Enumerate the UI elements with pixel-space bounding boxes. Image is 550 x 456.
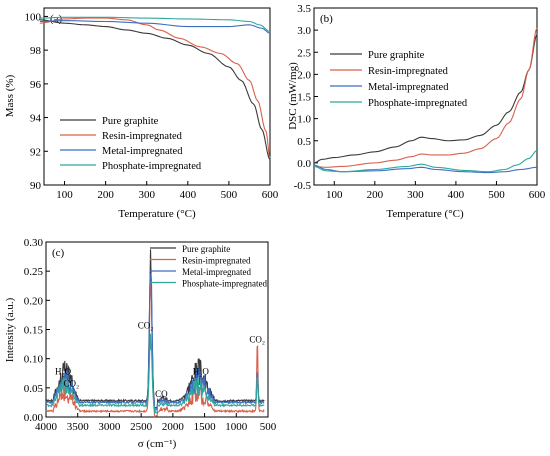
chart-0-xtick-label: 500	[221, 189, 238, 201]
chart-2-annotation-5: CO₂	[249, 334, 265, 344]
chart-2-annotation-2: CO₂	[138, 320, 154, 330]
chart-0-series-line-0	[39, 19, 271, 160]
chart-0-xtick-label: 200	[97, 189, 114, 201]
chart-1-ytick-label: 0.0	[297, 158, 311, 170]
chart-0-legend-label-1: Resin-impregnated	[102, 131, 183, 142]
chart-2-xtick-label: 2500	[130, 421, 153, 433]
chart-0-xtick-label: 100	[56, 189, 73, 201]
chart-2-series-line-3	[45, 333, 265, 414]
chart-1-xtick-label: 300	[407, 189, 424, 201]
chart-2-series-line-1	[45, 283, 265, 418]
chart-1-ytick-label: -0.5	[294, 180, 312, 192]
panel-c-ylabel: Intensity (a.u.)	[4, 297, 16, 362]
panel-b-frame	[313, 7, 538, 186]
chart-1-ytick-label: 1.5	[297, 92, 311, 104]
chart-0-xtick-label: 600	[262, 189, 279, 201]
panel-c-xlabel: σ (cm⁻¹)	[138, 438, 177, 450]
chart-2-ytick-label: 0.15	[24, 325, 44, 337]
chart-2-legend-label-1: Resin-impregnated	[182, 256, 251, 266]
chart-1-legend-label-2: Metal-impregnated	[368, 82, 449, 93]
chart-1-xtick-label: 500	[488, 189, 505, 201]
chart-1-ytick-label: 3.0	[297, 25, 311, 37]
chart-1-ytick-label: 2.0	[297, 69, 311, 81]
chart-2-ytick-label: 0.25	[24, 266, 44, 278]
chart-2-xtick-label: 3500	[67, 421, 90, 433]
chart-2-xtick-label: 1000	[225, 421, 248, 433]
chart-2-xtick-label: 2000	[162, 421, 185, 433]
panel-b-xlabel: Temperature (°C)	[386, 208, 464, 220]
chart-0-series-line-3	[39, 16, 271, 33]
chart-2-ytick-label: 0.20	[24, 295, 44, 307]
chart-2-ytick-label: 0.30	[24, 237, 44, 249]
chart-0-ytick-label: 94	[30, 113, 42, 125]
chart-2-legend-label-2: Metal-impregnated	[182, 267, 251, 277]
panel-b: (b) 100 200 300 400 500 600 -0.5 0.0 0.5 1.0 1.5 2.…	[287, 3, 546, 220]
chart-2-annotation-1: CO₂	[64, 379, 80, 389]
chart-2-annotation-4: H₂O	[193, 366, 210, 376]
chart-1-xtick-label: 400	[448, 189, 465, 201]
chart-1-series-line-0	[313, 34, 538, 164]
chart-0-ytick-label: 98	[30, 45, 42, 57]
chart-2-xtick-label: 3000	[98, 421, 121, 433]
chart-1-ytick-label: 1.0	[297, 114, 311, 126]
chart-1-ytick-label: 2.5	[297, 47, 311, 59]
panel-a-ylabel: Mass (%)	[4, 74, 16, 117]
panel-c: (c) 4000 3500 3000 2500 2000 1500 1000 500 0.00 0…	[4, 237, 277, 450]
chart-2-legend-label-3: Phosphate-impregnated	[182, 279, 267, 289]
panel-c-label: (c)	[52, 247, 65, 259]
chart-0-xtick-label: 400	[180, 189, 197, 201]
chart-1-ytick-label: 3.5	[297, 3, 311, 15]
panel-a-frame	[43, 7, 271, 186]
chart-1-series-line-1	[313, 27, 538, 168]
chart-1-legend-label-0: Pure graphite	[368, 50, 425, 61]
chart-2-xtick-label: 4000	[35, 421, 58, 433]
chart-0-series-line-2	[39, 20, 271, 34]
chart-0-series-line-1	[39, 17, 271, 159]
chart-2-series-line-2	[45, 272, 265, 412]
chart-1-series-line-3	[313, 149, 538, 173]
chart-0-ytick-label: 90	[30, 180, 42, 192]
panel-b-label: (b)	[320, 13, 333, 25]
panel-b-ylabel: DSC (mW/mg)	[287, 62, 299, 130]
chart-0-legend-label-3: Phosphate-impregnated	[102, 161, 202, 172]
chart-0-ytick-label: 92	[30, 146, 41, 158]
chart-2-ytick-label: 0.10	[24, 354, 44, 366]
chart-0-legend-label-0: Pure graphite	[102, 116, 159, 127]
chart-2-series-line-0	[45, 249, 265, 411]
chart-2-annotation-3: CO	[155, 389, 168, 399]
chart-2-xtick-label: 1500	[194, 421, 217, 433]
chart-1-legend-label-1: Resin-impregnated	[368, 66, 449, 77]
chart-1-xtick-label: 100	[326, 189, 343, 201]
chart-2-legend-label-0: Pure graphite	[182, 244, 230, 254]
chart-0-legend-label-2: Metal-impregnated	[102, 146, 183, 157]
chart-1-xtick-label: 200	[367, 189, 384, 201]
chart-0-ytick-label: 100	[25, 11, 42, 23]
chart-0-ytick-label: 96	[30, 79, 42, 91]
chart-1-ytick-label: 0.5	[297, 136, 311, 148]
chart-2-ytick-label: 0.05	[24, 383, 44, 395]
chart-1-xtick-label: 600	[529, 189, 546, 201]
chart-0-xtick-label: 300	[138, 189, 155, 201]
chart-2-xtick-label: 500	[260, 421, 277, 433]
chart-2-ytick-label: 0.00	[24, 412, 44, 424]
chart-2-annotation-0: H₂O	[55, 366, 72, 376]
panel-a-xlabel: Temperature (°C)	[118, 208, 196, 220]
chart-1-legend-label-3: Phosphate-impregnated	[368, 98, 468, 109]
